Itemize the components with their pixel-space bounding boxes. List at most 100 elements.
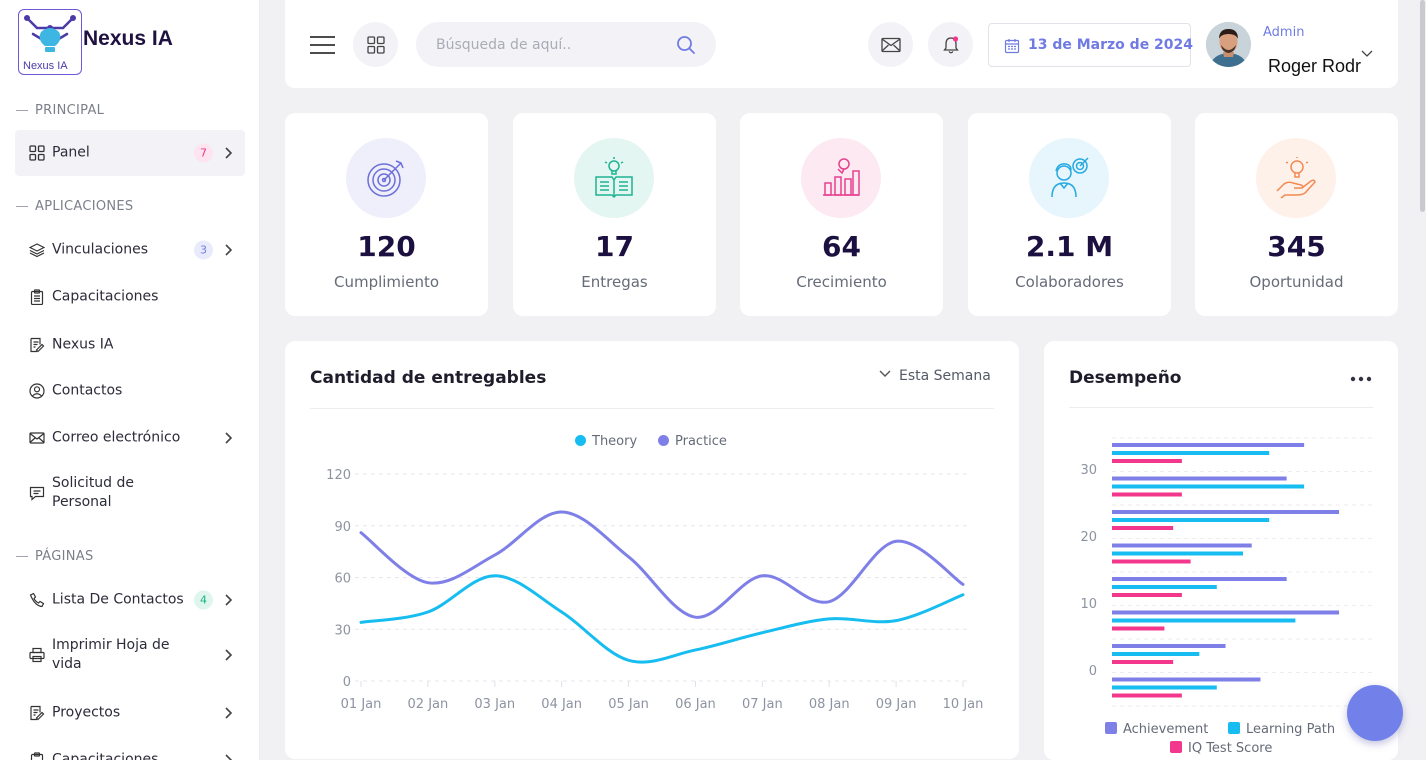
bar-iq-test-score[interactable]: [1112, 459, 1182, 463]
sidebar-item-imprimir-hoja[interactable]: Imprimir Hoja de vida: [15, 632, 245, 678]
page-scrollbar[interactable]: [1418, 0, 1426, 760]
user-circle-icon: [29, 383, 45, 399]
app-logo[interactable]: Nexus IA Nexus IA: [18, 9, 238, 75]
chevron-right-icon: [225, 432, 233, 444]
legend-label: IQ Test Score: [1188, 741, 1273, 756]
bar-iq-test-score[interactable]: [1112, 660, 1174, 664]
count-badge: 4: [194, 590, 213, 610]
bar-learning-path[interactable]: [1112, 585, 1217, 589]
bar-achievement[interactable]: [1112, 510, 1340, 514]
bar-learning-path[interactable]: [1112, 518, 1270, 522]
top-header: 13 de Marzo de 2024 Admin Roger Rodr: [285, 0, 1398, 88]
sidebar-item-label: Proyectos: [52, 704, 121, 721]
legend-learning-path[interactable]: Learning Path: [1228, 722, 1335, 737]
bar-learning-path[interactable]: [1112, 551, 1243, 556]
search-input[interactable]: [436, 34, 666, 56]
growth-chart-icon: [823, 158, 860, 196]
legend-achievement[interactable]: Achievement: [1105, 722, 1208, 737]
notifications-button[interactable]: [928, 22, 973, 67]
stat-card-oportunidad: 345 Oportunidad: [1195, 113, 1398, 316]
series-line-practice[interactable]: [359, 510, 965, 619]
x-tick-label: 06 Jan: [675, 697, 716, 712]
floating-action-button[interactable]: [1347, 685, 1403, 741]
bar-achievement[interactable]: [1112, 476, 1287, 481]
y-tick-label: 30: [1080, 463, 1097, 478]
performance-card: Desempeño 30 20 10 0 Achievement Learning P…: [1044, 341, 1398, 760]
bar-iq-test-score[interactable]: [1112, 693, 1182, 698]
bar-iq-test-score[interactable]: [1112, 559, 1191, 564]
bar-learning-path[interactable]: [1112, 685, 1217, 690]
divider: [1069, 407, 1373, 408]
search-icon[interactable]: [676, 35, 696, 55]
sidebar-item-vinculaciones[interactable]: Vinculaciones 3: [15, 227, 245, 273]
scrollbar-thumb[interactable]: [1420, 0, 1425, 212]
bar-achievement[interactable]: [1112, 610, 1340, 615]
more-options-icon[interactable]: [1350, 376, 1372, 382]
sidebar-item-panel[interactable]: Panel 7: [15, 130, 245, 176]
sidebar-item-contactos[interactable]: Contactos: [15, 368, 245, 414]
x-tick-label: 01 Jan: [341, 697, 382, 712]
mail-icon: [29, 432, 45, 444]
chevron-right-icon: [225, 754, 233, 760]
series-line-theory[interactable]: [359, 574, 965, 664]
stat-card-entregas: 17 Entregas: [513, 113, 716, 316]
bar-iq-test-score[interactable]: [1112, 526, 1174, 530]
bar-learning-path[interactable]: [1112, 618, 1296, 623]
hamburger-menu-icon[interactable]: [310, 36, 335, 54]
current-date: 13 de Marzo de 2024: [1028, 37, 1194, 53]
bar-achievement[interactable]: [1112, 443, 1305, 447]
bar-learning-path[interactable]: [1112, 451, 1270, 455]
stat-label: Entregas: [581, 273, 648, 291]
x-tick-label: 10 Jan: [943, 697, 984, 712]
bar-learning-path[interactable]: [1112, 652, 1200, 656]
sidebar-item-solicitud-personal[interactable]: Solicitud de Personal: [15, 470, 245, 516]
bar-learning-path[interactable]: [1112, 484, 1305, 489]
x-tick-label: 03 Jan: [474, 697, 515, 712]
sidebar-item-capacitaciones[interactable]: Capacitaciones: [15, 274, 245, 320]
y-tick-label: 10: [1080, 597, 1097, 612]
sidebar-item-capacitaciones-2[interactable]: Capacitaciones: [15, 737, 245, 760]
user-name[interactable]: Roger Rodr: [1268, 56, 1362, 76]
sidebar-item-lista-contactos[interactable]: Lista De Contactos 4: [15, 577, 245, 623]
legend-iq-score[interactable]: IQ Test Score: [1170, 741, 1272, 756]
line-chart: 0 30 60 90 120 01 Jan 02 Jan 03 Jan 04 Jan 05 Jan…: [326, 468, 984, 712]
stat-label: Crecimiento: [796, 273, 887, 291]
user-avatar[interactable]: [1206, 22, 1251, 67]
sidebar-item-nexus-ia[interactable]: Nexus IA: [15, 322, 245, 368]
book-bulb-icon: [595, 157, 633, 199]
bar-achievement[interactable]: [1112, 677, 1261, 682]
bar-iq-test-score[interactable]: [1112, 492, 1182, 497]
stat-icon-wrap: [1256, 138, 1336, 218]
bar-achievement[interactable]: [1112, 644, 1226, 648]
x-tick-label: 08 Jan: [809, 697, 850, 712]
logo-subtitle: Nexus IA: [23, 60, 68, 72]
bar-iq-test-score[interactable]: [1112, 593, 1182, 597]
x-tick-label: 04 Jan: [541, 697, 582, 712]
sidebar-item-proyectos[interactable]: Proyectos: [15, 690, 245, 736]
user-photo-icon: [1206, 22, 1251, 67]
messages-button[interactable]: [868, 22, 913, 67]
x-tick-label: 07 Jan: [742, 697, 783, 712]
bar-chart: 30 20 10 0: [1080, 437, 1374, 707]
legend-swatch: [1228, 722, 1240, 734]
deliverables-card: Cantidad de entregables Esta Semana Theo…: [285, 341, 1019, 759]
legend-swatch: [575, 435, 586, 446]
period-dropdown[interactable]: Esta Semana: [879, 368, 991, 384]
legend-practice[interactable]: Practice: [658, 434, 727, 449]
sidebar-item-correo[interactable]: Correo electrónico: [15, 415, 245, 461]
stat-label: Cumplimiento: [333, 273, 440, 291]
sidebar-item-label: Lista De Contactos: [52, 591, 184, 608]
stat-value: 17: [595, 230, 634, 263]
date-picker[interactable]: 13 de Marzo de 2024: [988, 23, 1194, 67]
chevron-down-icon[interactable]: [1361, 50, 1373, 58]
bar-achievement[interactable]: [1112, 543, 1252, 548]
bar-achievement[interactable]: [1112, 577, 1287, 581]
legend-swatch: [1170, 741, 1182, 753]
mail-icon: [880, 37, 901, 52]
legend-label: Learning Path: [1246, 722, 1336, 737]
legend-swatch: [1105, 722, 1117, 734]
count-badge: 7: [194, 143, 213, 163]
bar-iq-test-score[interactable]: [1112, 626, 1165, 631]
apps-button[interactable]: [353, 22, 398, 67]
legend-theory[interactable]: Theory: [575, 434, 637, 449]
